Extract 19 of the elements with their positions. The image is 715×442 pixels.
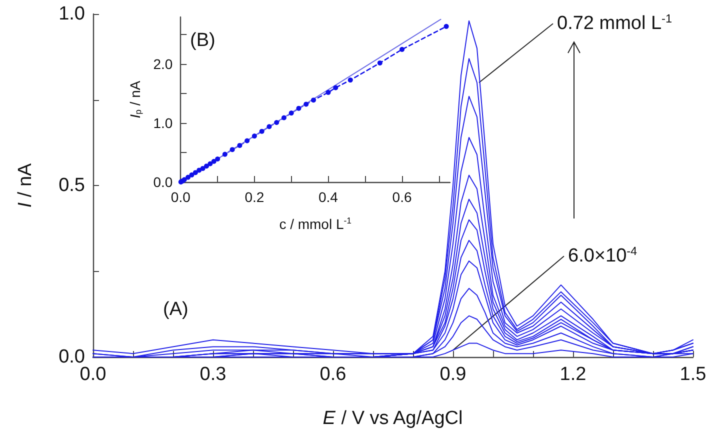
x-tick-label: 0.0	[170, 189, 191, 205]
y-tick-label: 0.0	[153, 174, 173, 190]
y-tick-label: 1.0	[58, 4, 85, 24]
x-tick-label: 0.9	[440, 364, 466, 385]
x-tick-label: 0.4	[318, 189, 338, 205]
x-tick-label: 0.3	[200, 364, 226, 385]
y-tick-label: 2.0	[153, 56, 173, 72]
x-axis-title: E / V vs Ag/AgCl	[322, 408, 463, 429]
y-axis-title: I / nA	[15, 162, 36, 208]
x-tick-label: 1.5	[680, 364, 706, 385]
x-tick-label: 0.2	[244, 189, 264, 205]
y-tick-label: 1.0	[153, 115, 173, 132]
y-axis-title: Ip / nA	[127, 80, 143, 118]
annotation: (B)	[190, 30, 216, 51]
y-tick-label: 0.5	[58, 175, 85, 196]
x-tick-label: 0.6	[320, 364, 346, 385]
x-tick-label: 1.2	[560, 364, 586, 385]
annotation: (A)	[163, 299, 188, 320]
x-tick-label: 0.6	[392, 189, 412, 205]
